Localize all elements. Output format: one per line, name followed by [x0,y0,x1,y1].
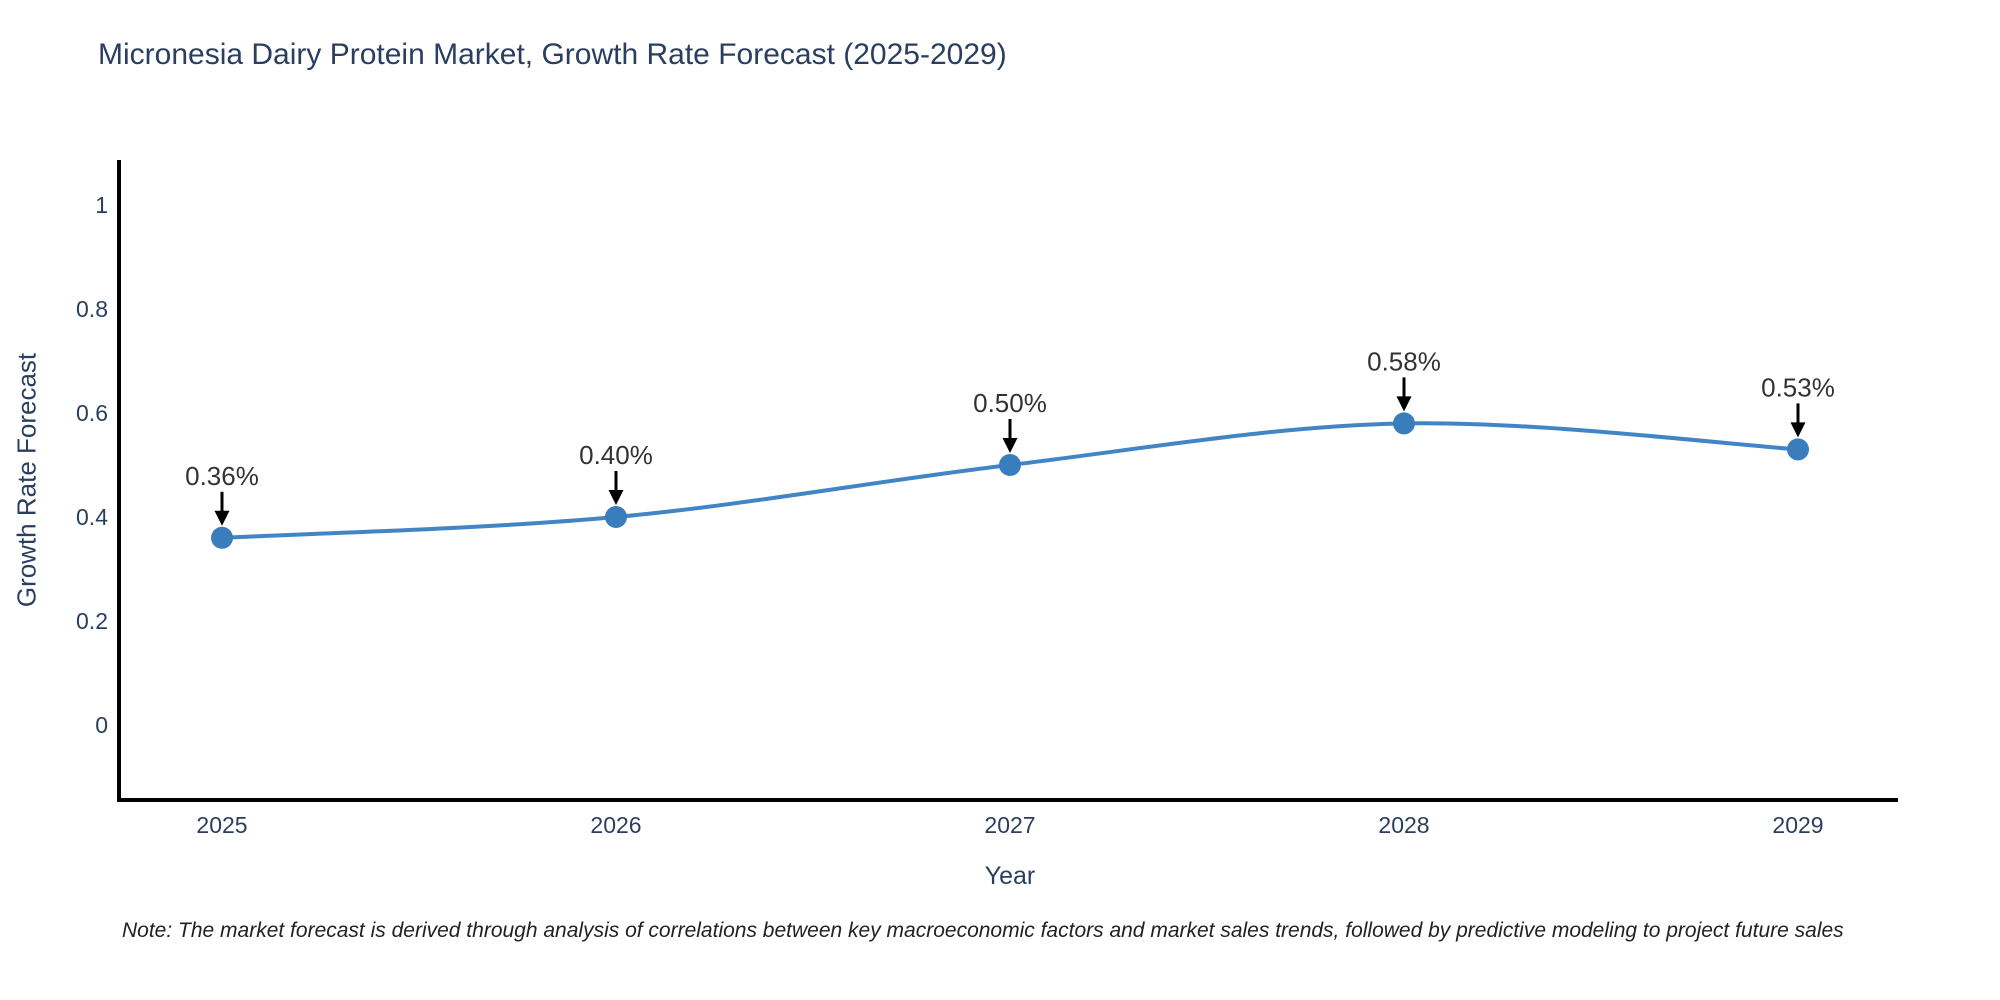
data-point-marker[interactable] [605,506,627,528]
x-axis-title: Year [984,862,1036,890]
annotation-arrowhead [214,510,230,526]
y-tick-label: 0.2 [76,608,108,634]
y-tick-label: 0.4 [76,504,108,530]
data-point-marker[interactable] [211,526,233,549]
x-tick-label: 2025 [196,812,247,838]
annotation-label: 0.50% [973,388,1047,418]
annotation-label: 0.53% [1761,372,1835,402]
x-tick-label: 2026 [590,812,641,838]
annotation-arrowhead [1002,438,1018,453]
annotation-label: 0.58% [1367,346,1441,376]
annotation-label: 0.40% [579,440,653,470]
y-tick-label: 1 [95,192,108,218]
x-tick-label: 2027 [984,812,1035,838]
annotation-arrowhead [608,490,624,505]
data-point-marker[interactable] [999,454,1021,476]
chart-title: Micronesia Dairy Protein Market, Growth … [98,38,1007,71]
data-point-marker[interactable] [1393,412,1415,435]
data-point-marker[interactable] [1787,438,1809,461]
y-tick-label: 0.6 [76,400,108,426]
annotation-arrowhead [1790,422,1806,438]
x-tick-label: 2028 [1378,812,1429,838]
annotation-label: 0.36% [185,461,259,491]
footnote: Note: The market forecast is derived thr… [122,919,1844,942]
y-tick-label: 0 [95,712,108,738]
annotation-arrowhead [1396,396,1412,412]
x-tick-label: 2029 [1772,812,1823,838]
y-tick-label: 0.8 [76,296,108,322]
